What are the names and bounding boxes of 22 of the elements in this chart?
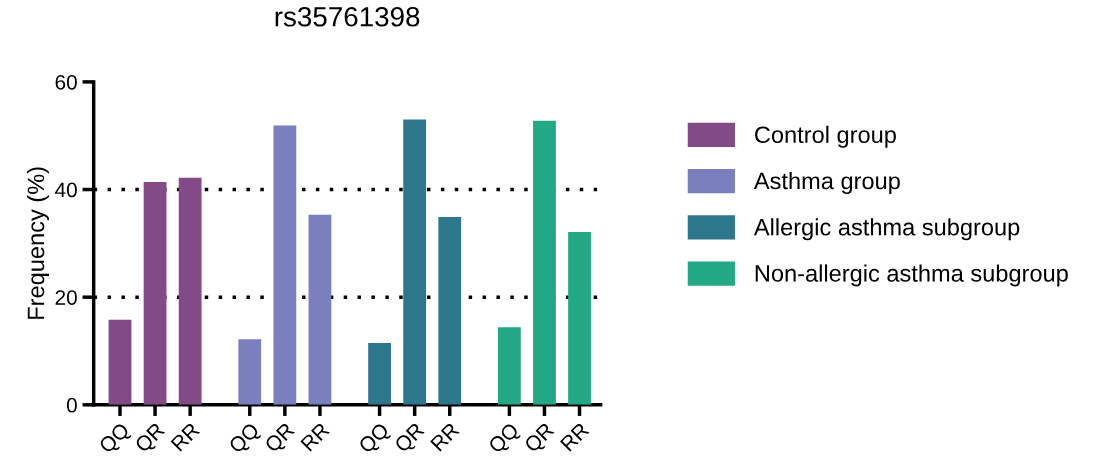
y-axis-title: Frequency (%) — [26, 167, 49, 319]
legend-label: Non-allergic asthma subgroup — [755, 264, 1068, 287]
x-tick-label: QQ — [98, 421, 133, 457]
x-tick-label: RR — [560, 422, 590, 452]
x-tick-label: QQ — [227, 421, 263, 457]
x-tick-label: QQ — [357, 421, 393, 457]
legend-label: Asthma group — [753, 171, 900, 194]
y-tick-label: 60 — [55, 74, 77, 90]
legend-label: Control group — [755, 125, 896, 148]
y-tick-label: 40 — [55, 182, 77, 198]
chart-title: rs35761398 — [275, 6, 420, 27]
y-tick-label: 0 — [66, 397, 77, 413]
x-tick-label: RR — [300, 422, 330, 452]
y-tick-label: 20 — [55, 290, 77, 305]
x-tick-label: RR — [170, 422, 201, 452]
x-tick-label: RR — [430, 422, 460, 452]
legend-label: Allergic asthma subgroup — [753, 218, 1020, 241]
x-tick-label: QR — [393, 421, 428, 456]
x-tick-label: QR — [523, 421, 558, 456]
x-tick-label: QR — [134, 421, 168, 456]
x-tick-label: QQ — [487, 421, 523, 457]
x-tick-label: QR — [263, 421, 298, 456]
